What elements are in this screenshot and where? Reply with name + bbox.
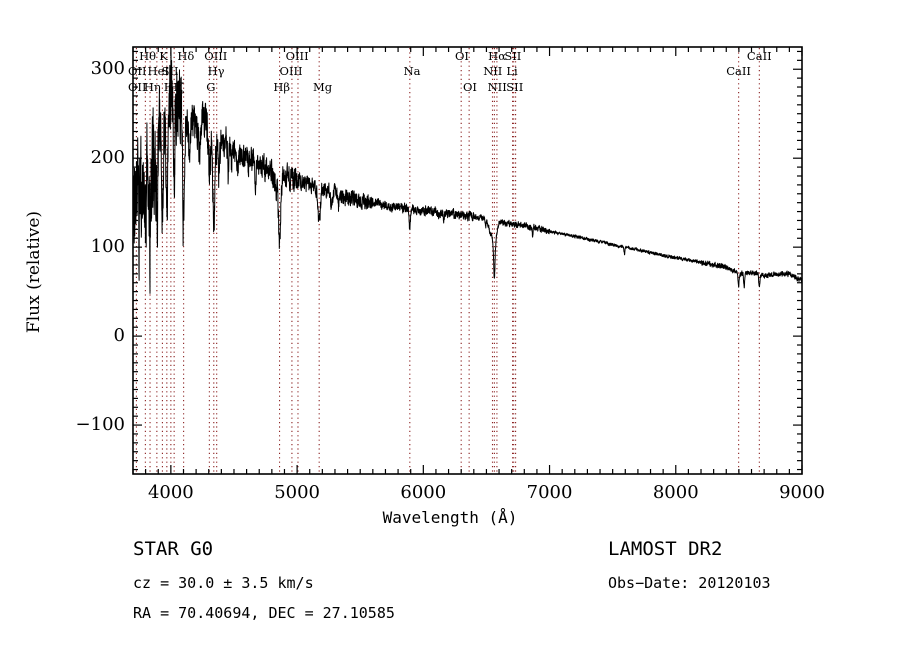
x-tick-label: 7000 bbox=[526, 482, 573, 503]
spectral-line-label: OI bbox=[462, 80, 477, 94]
y-tick-label: 0 bbox=[113, 325, 125, 347]
spectral-line-label: CaII bbox=[746, 49, 772, 63]
x-tick-label: 4000 bbox=[147, 482, 194, 503]
x-tick-label: 9000 bbox=[779, 482, 825, 503]
x-axis-label: Wavelength (Å) bbox=[382, 508, 518, 527]
spectral-line-label: Hα bbox=[488, 49, 506, 63]
x-tick-label: 8000 bbox=[652, 482, 699, 503]
x-tick-label: 5000 bbox=[274, 482, 320, 503]
spectral-line-label: NII bbox=[483, 64, 503, 78]
spectral-line-label: Hη bbox=[143, 80, 161, 94]
y-tick-label: 300 bbox=[90, 58, 125, 80]
spectral-line-label: Hβ bbox=[273, 80, 291, 94]
spectral-line-label: OIII bbox=[285, 49, 309, 63]
survey-name: LAMOST DR2 bbox=[608, 538, 723, 560]
spectral-line-label: SII bbox=[506, 80, 524, 94]
spectral-line-label: Na bbox=[403, 64, 421, 78]
spectral-line-label: Mg bbox=[312, 80, 333, 94]
spectral-line-label: Hθ bbox=[139, 49, 157, 63]
spectral-line-label: OI bbox=[454, 49, 469, 63]
observation-date: Obs−Date: 20120103 bbox=[608, 574, 771, 592]
spectral-line-label: OIII bbox=[279, 64, 303, 78]
spectral-line-label: K bbox=[159, 49, 168, 63]
y-tick-label: −100 bbox=[75, 414, 125, 436]
spectral-line-label: OIII bbox=[204, 49, 228, 63]
object-type: STAR G0 bbox=[133, 538, 214, 560]
spectral-line-label: OII bbox=[128, 80, 147, 94]
x-tick-label: 6000 bbox=[400, 482, 447, 503]
spectral-line-label: G bbox=[206, 80, 216, 94]
y-tick-label: 200 bbox=[90, 147, 125, 169]
coordinates: RA = 70.40694, DEC = 27.10585 bbox=[133, 604, 395, 622]
spectral-line-label: Hδ bbox=[177, 49, 195, 63]
y-tick-label: 100 bbox=[90, 236, 125, 258]
spectral-line-label: SII bbox=[504, 49, 522, 63]
spectral-line-label: Li bbox=[506, 64, 518, 78]
footer-info: STAR G0 cz = 30.0 ± 3.5 km/s RA = 70.406… bbox=[0, 530, 900, 650]
spectral-line-label: Hγ bbox=[207, 64, 225, 78]
redshift-velocity: cz = 30.0 ± 3.5 km/s bbox=[133, 574, 314, 592]
spectral-line-label: CaII bbox=[726, 64, 751, 78]
spectral-line-label: SII bbox=[161, 64, 179, 78]
spectral-line-label: H bbox=[163, 80, 174, 94]
spectral-line-label: NII bbox=[487, 80, 507, 94]
spectral-line-label: Hζ bbox=[167, 80, 185, 94]
spectral-line-label: HeI bbox=[147, 64, 169, 78]
spectral-line-label: OII bbox=[128, 64, 147, 78]
